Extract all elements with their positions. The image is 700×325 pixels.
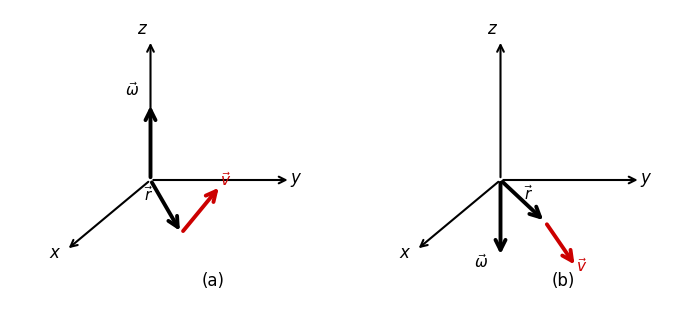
Text: $y$: $y$ xyxy=(290,171,302,189)
Text: $z$: $z$ xyxy=(486,20,498,38)
Text: $\vec{v}$: $\vec{v}$ xyxy=(220,171,232,188)
Text: $\vec{r}$: $\vec{r}$ xyxy=(144,185,154,204)
Text: $y$: $y$ xyxy=(640,171,652,189)
Text: (b): (b) xyxy=(552,272,575,290)
Text: (a): (a) xyxy=(202,272,225,290)
Text: $x$: $x$ xyxy=(399,244,412,262)
Text: $z$: $z$ xyxy=(136,20,148,38)
Text: $\vec{\omega}$: $\vec{\omega}$ xyxy=(474,253,488,271)
Text: $\vec{\omega}$: $\vec{\omega}$ xyxy=(125,81,139,99)
Text: $\vec{v}$: $\vec{v}$ xyxy=(576,257,587,275)
Text: $\vec{r}$: $\vec{r}$ xyxy=(524,184,533,202)
Text: $x$: $x$ xyxy=(49,244,62,262)
